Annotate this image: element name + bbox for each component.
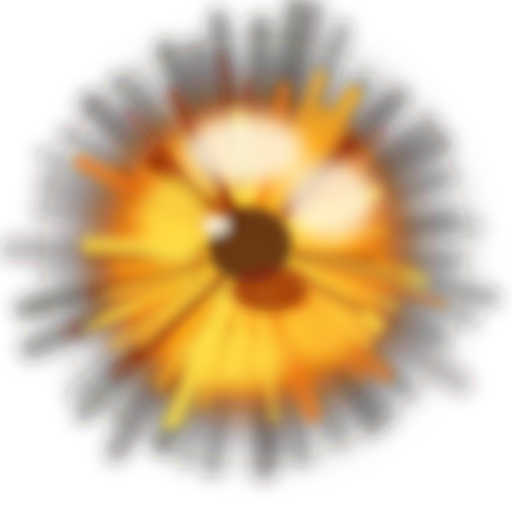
fire-ray bbox=[307, 268, 400, 314]
hot-spot-right bbox=[285, 160, 375, 240]
fire-ray bbox=[144, 271, 230, 354]
fire-ray bbox=[88, 254, 227, 297]
hot-spot-upper bbox=[185, 115, 305, 185]
fire-ray bbox=[106, 269, 187, 300]
hot-spot-lower bbox=[175, 330, 285, 390]
hot-spots bbox=[140, 115, 375, 390]
fire-ray bbox=[134, 278, 188, 308]
hot-spot-lower-right bbox=[280, 300, 360, 360]
dark-core bbox=[201, 207, 308, 312]
fire-ray bbox=[315, 264, 448, 308]
fire-ray bbox=[301, 252, 431, 290]
fire-ray bbox=[110, 277, 211, 350]
hot-spot-left bbox=[140, 175, 210, 265]
